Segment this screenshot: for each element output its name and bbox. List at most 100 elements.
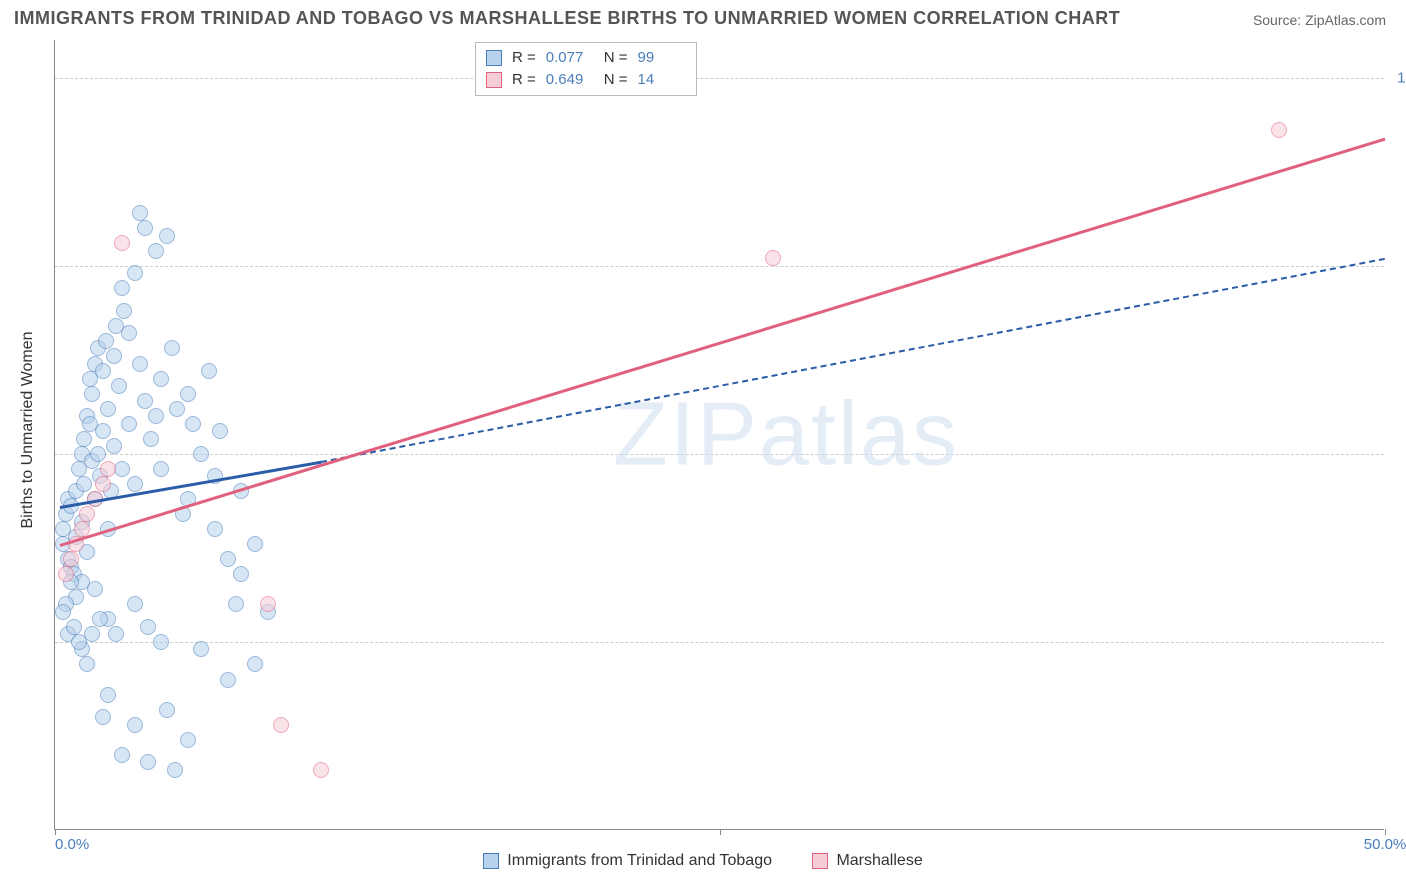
- data-point: [153, 461, 169, 477]
- data-point: [164, 340, 180, 356]
- data-point: [114, 747, 130, 763]
- data-point: [92, 611, 108, 627]
- n-value-b: 14: [638, 69, 686, 91]
- legend-row-a: R = 0.077 N = 99: [486, 47, 686, 69]
- data-point: [180, 732, 196, 748]
- data-point: [84, 626, 100, 642]
- data-point: [220, 672, 236, 688]
- data-point: [159, 702, 175, 718]
- data-point: [228, 596, 244, 612]
- data-point: [207, 521, 223, 537]
- watermark: ZIPatlas: [613, 383, 959, 486]
- data-point: [137, 220, 153, 236]
- gridline: [55, 454, 1384, 455]
- data-point: [132, 205, 148, 221]
- data-point: [127, 717, 143, 733]
- data-point: [106, 348, 122, 364]
- legend-item-a: Immigrants from Trinidad and Tobago: [483, 852, 772, 870]
- data-point: [95, 363, 111, 379]
- data-point: [79, 506, 95, 522]
- data-point: [114, 280, 130, 296]
- r-value-b: 0.649: [546, 69, 594, 91]
- r-value-a: 0.077: [546, 47, 594, 69]
- data-point: [260, 596, 276, 612]
- legend-label-b: Marshallese: [836, 852, 922, 870]
- data-point: [127, 265, 143, 281]
- data-point: [193, 641, 209, 657]
- data-point: [167, 762, 183, 778]
- data-point: [212, 423, 228, 439]
- trend-line: [60, 138, 1386, 547]
- data-point: [58, 566, 74, 582]
- data-point: [100, 401, 116, 417]
- data-point: [313, 762, 329, 778]
- data-point: [55, 604, 71, 620]
- source-label: Source: ZipAtlas.com: [1253, 12, 1386, 28]
- data-point: [79, 656, 95, 672]
- data-point: [121, 416, 137, 432]
- data-point: [137, 393, 153, 409]
- data-point: [84, 386, 100, 402]
- x-tick-label: 50.0%: [1364, 836, 1406, 853]
- data-point: [247, 536, 263, 552]
- legend-row-b: R = 0.649 N = 14: [486, 69, 686, 91]
- chart-title: IMMIGRANTS FROM TRINIDAD AND TOBAGO VS M…: [14, 8, 1120, 29]
- legend-item-b: Marshallese: [812, 852, 922, 870]
- data-point: [108, 626, 124, 642]
- data-point: [201, 363, 217, 379]
- swatch-series-b: [812, 853, 828, 869]
- data-point: [159, 228, 175, 244]
- data-point: [185, 416, 201, 432]
- data-point: [148, 408, 164, 424]
- y-axis-title: Births to Unmarried Women: [19, 331, 37, 528]
- correlation-legend: R = 0.077 N = 99 R = 0.649 N = 14: [475, 42, 697, 96]
- data-point: [140, 754, 156, 770]
- data-point: [114, 235, 130, 251]
- data-point: [140, 619, 156, 635]
- data-point: [106, 438, 122, 454]
- y-tick-label: 100.0%: [1388, 69, 1406, 86]
- data-point: [247, 656, 263, 672]
- data-point: [132, 356, 148, 372]
- data-point: [765, 250, 781, 266]
- data-point: [63, 551, 79, 567]
- swatch-series-a: [483, 853, 499, 869]
- data-point: [180, 386, 196, 402]
- swatch-series-a: [486, 50, 502, 66]
- x-tick: [720, 829, 721, 835]
- data-point: [111, 378, 127, 394]
- data-point: [90, 446, 106, 462]
- data-point: [95, 423, 111, 439]
- data-point: [127, 596, 143, 612]
- r-label: R =: [512, 69, 536, 91]
- data-point: [100, 461, 116, 477]
- data-point: [127, 476, 143, 492]
- legend-label-a: Immigrants from Trinidad and Tobago: [507, 852, 772, 870]
- n-label: N =: [604, 47, 628, 69]
- data-point: [95, 709, 111, 725]
- gridline: [55, 266, 1384, 267]
- y-tick-label: 75.0%: [1388, 257, 1406, 274]
- data-point: [121, 325, 137, 341]
- gridline: [55, 642, 1384, 643]
- data-point: [100, 687, 116, 703]
- x-tick-label: 0.0%: [55, 836, 89, 853]
- data-point: [193, 446, 209, 462]
- series-legend: Immigrants from Trinidad and Tobago Mars…: [0, 852, 1406, 874]
- data-point: [143, 431, 159, 447]
- data-point: [76, 476, 92, 492]
- data-point: [98, 333, 114, 349]
- n-value-a: 99: [638, 47, 686, 69]
- data-point: [153, 634, 169, 650]
- data-point: [66, 619, 82, 635]
- data-point: [233, 566, 249, 582]
- data-point: [116, 303, 132, 319]
- x-tick: [1385, 829, 1386, 835]
- n-label: N =: [604, 69, 628, 91]
- data-point: [153, 371, 169, 387]
- data-point: [220, 551, 236, 567]
- data-point: [148, 243, 164, 259]
- data-point: [273, 717, 289, 733]
- swatch-series-b: [486, 72, 502, 88]
- r-label: R =: [512, 47, 536, 69]
